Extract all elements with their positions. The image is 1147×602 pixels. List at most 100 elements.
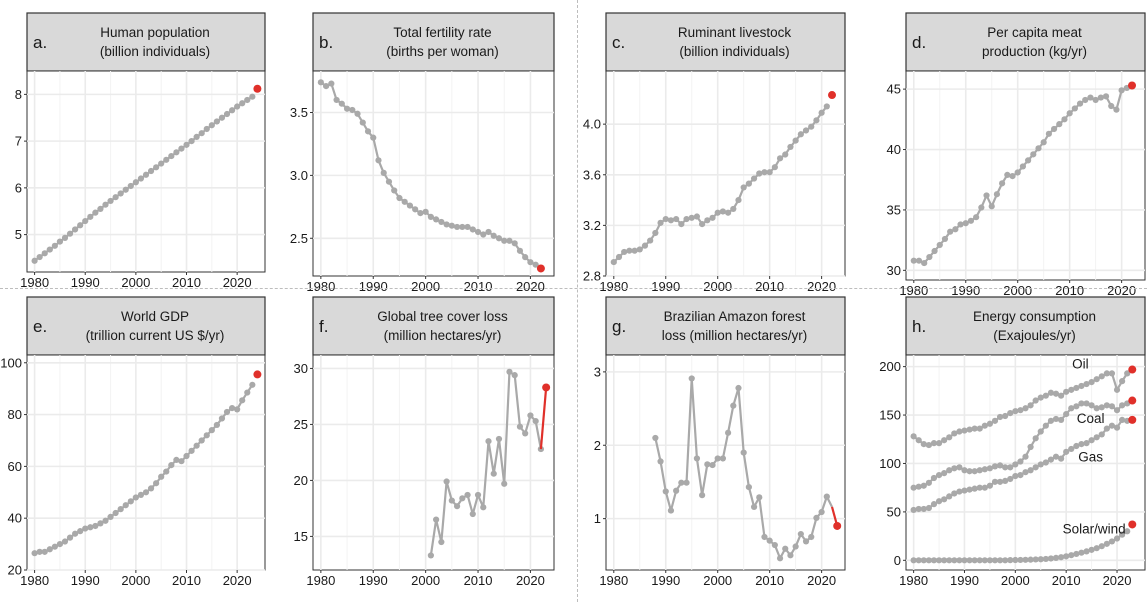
data-point bbox=[511, 240, 518, 247]
data-point bbox=[1078, 549, 1085, 556]
data-point bbox=[1113, 407, 1121, 414]
data-point bbox=[1022, 405, 1029, 412]
data-point bbox=[516, 423, 524, 430]
data-point bbox=[97, 205, 104, 212]
data-point bbox=[915, 257, 923, 264]
data-point bbox=[951, 490, 958, 497]
data-point bbox=[986, 465, 994, 472]
series-label: Oil bbox=[1072, 357, 1089, 372]
data-point bbox=[1103, 425, 1110, 432]
data-point bbox=[464, 491, 471, 499]
data-point bbox=[1076, 100, 1084, 107]
panel-title-line: Energy consumption bbox=[973, 309, 1096, 324]
data-point bbox=[1078, 382, 1085, 390]
data-point bbox=[910, 506, 917, 514]
data-point bbox=[996, 557, 1004, 564]
data-point bbox=[724, 209, 732, 216]
panel-title-line: (million hectares/yr) bbox=[384, 328, 502, 343]
data-point bbox=[730, 205, 737, 213]
data-point bbox=[522, 254, 529, 261]
data-point bbox=[147, 485, 155, 492]
x-tick-label: 2000 bbox=[1001, 573, 1030, 588]
y-tick-label: 80 bbox=[8, 407, 22, 422]
data-point bbox=[102, 517, 109, 524]
data-point bbox=[966, 426, 973, 433]
highlight-point bbox=[1128, 81, 1137, 90]
data-point bbox=[490, 232, 497, 239]
data-point bbox=[776, 155, 784, 162]
data-point bbox=[709, 214, 716, 221]
data-point bbox=[137, 175, 145, 182]
data-point bbox=[951, 430, 958, 437]
data-point bbox=[636, 246, 643, 253]
y-tick-label: 2.8 bbox=[583, 269, 601, 284]
series-layer bbox=[427, 368, 551, 559]
data-point bbox=[469, 226, 476, 233]
data-point bbox=[117, 506, 124, 513]
highlight-point bbox=[253, 370, 262, 379]
data-point bbox=[818, 508, 825, 516]
data-point bbox=[910, 257, 917, 264]
data-point bbox=[198, 130, 205, 137]
data-point bbox=[223, 408, 231, 416]
data-point bbox=[926, 253, 933, 261]
y-tick-label: 50 bbox=[887, 504, 901, 519]
data-point bbox=[122, 186, 129, 193]
data-point bbox=[996, 413, 1004, 421]
series-layer bbox=[910, 365, 1137, 564]
data-point bbox=[1124, 370, 1131, 377]
data-point bbox=[1083, 380, 1090, 388]
x-tick-label: 1980 bbox=[306, 573, 335, 588]
data-point bbox=[97, 520, 104, 527]
x-tick-label: 1990 bbox=[651, 279, 680, 294]
panel-title-line: Per capita meat bbox=[987, 25, 1082, 40]
data-point bbox=[153, 480, 160, 487]
data-point bbox=[1030, 151, 1037, 158]
data-point bbox=[1068, 405, 1075, 412]
data-point bbox=[925, 441, 932, 449]
panel-strip bbox=[26, 12, 266, 72]
data-point bbox=[1113, 386, 1121, 393]
data-point bbox=[1032, 397, 1039, 404]
data-point bbox=[986, 557, 994, 564]
data-point bbox=[1017, 471, 1024, 479]
data-point bbox=[920, 505, 927, 513]
data-point bbox=[1012, 408, 1019, 415]
data-point bbox=[1108, 403, 1116, 410]
data-point bbox=[1113, 424, 1121, 431]
y-tick-label: 60 bbox=[8, 459, 22, 474]
data-point bbox=[971, 485, 978, 492]
x-tick-label: 1990 bbox=[71, 275, 100, 290]
data-point bbox=[730, 402, 737, 409]
plot-area bbox=[905, 354, 1146, 571]
data-point bbox=[1009, 173, 1016, 180]
panel-strip bbox=[26, 296, 266, 356]
panel-strip bbox=[605, 296, 846, 356]
y-tick-label: 20 bbox=[294, 473, 308, 488]
data-point bbox=[678, 221, 685, 228]
data-point bbox=[925, 479, 932, 486]
data-point bbox=[218, 114, 226, 121]
data-point bbox=[1047, 555, 1055, 562]
data-point bbox=[163, 468, 170, 475]
data-point bbox=[193, 442, 200, 449]
data-point bbox=[183, 452, 190, 460]
x-tick-label: 2020 bbox=[223, 573, 252, 588]
panel-title-line: World GDP bbox=[121, 309, 189, 324]
data-point bbox=[1019, 163, 1027, 170]
data-point bbox=[453, 503, 461, 510]
data-point bbox=[443, 221, 450, 228]
data-point bbox=[626, 247, 633, 254]
x-tick-label: 1990 bbox=[71, 573, 100, 588]
data-point bbox=[1061, 116, 1068, 123]
y-tick-label: 6 bbox=[15, 180, 22, 195]
data-point bbox=[915, 505, 922, 513]
data-point bbox=[813, 117, 820, 124]
panel-title-line: Human population bbox=[100, 25, 210, 40]
data-point bbox=[693, 455, 701, 462]
data-point bbox=[1068, 445, 1075, 453]
data-point bbox=[485, 228, 492, 236]
data-point bbox=[36, 253, 43, 261]
data-point bbox=[244, 96, 251, 104]
data-point bbox=[956, 488, 963, 495]
